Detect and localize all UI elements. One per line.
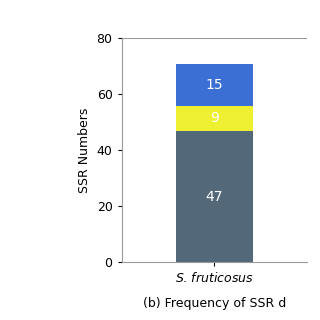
Text: 9: 9	[210, 111, 219, 125]
Bar	[176, 64, 253, 106]
Text: 15: 15	[205, 78, 223, 92]
Bar	[176, 131, 253, 262]
Text: (b) Frequency of SSR d: (b) Frequency of SSR d	[143, 297, 286, 310]
Y-axis label: SSR Numbers: SSR Numbers	[78, 108, 91, 193]
Text: 47: 47	[206, 189, 223, 204]
Bar	[176, 106, 253, 131]
